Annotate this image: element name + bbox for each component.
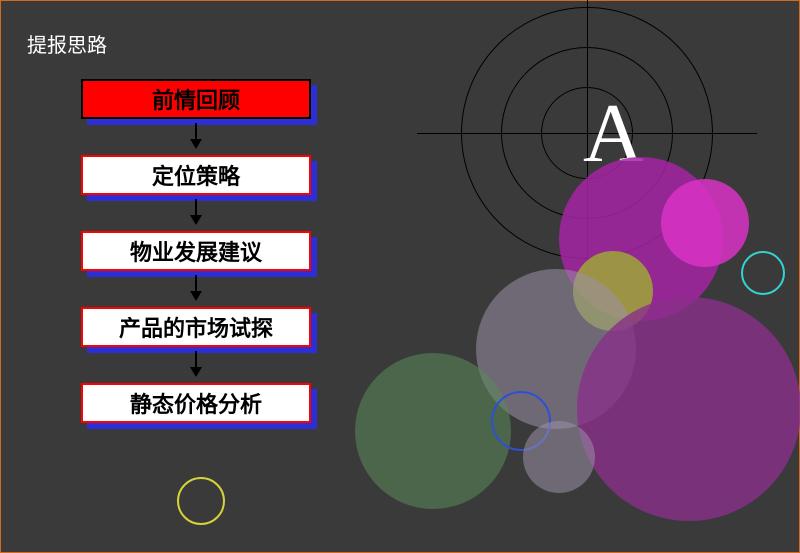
slide-canvas: 提报思路前情回顾定位策略物业发展建议产品的市场试探静态价格分析A (0, 0, 800, 553)
flow-arrow-head (190, 215, 202, 225)
flow-arrow-line (195, 275, 197, 291)
flow-arrow-head (190, 139, 202, 149)
flow-box-3: 产品的市场试探 (81, 307, 311, 347)
flow-box-0: 前情回顾 (81, 79, 311, 119)
slide-title: 提报思路 (27, 29, 107, 58)
flow-arrow-line (195, 351, 197, 367)
flow-box-4: 静态价格分析 (81, 383, 311, 423)
deco-circle-9 (177, 477, 225, 525)
deco-circle-1 (661, 179, 749, 267)
deco-circle-5 (577, 297, 800, 521)
deco-circle-6 (355, 353, 511, 509)
flow-arrow-line (195, 199, 197, 215)
flow-box-2: 物业发展建议 (81, 231, 311, 271)
flow-arrow-line (195, 123, 197, 139)
deco-circle-8 (523, 421, 595, 493)
flow-arrow-head (190, 291, 202, 301)
deco-circle-2 (741, 251, 785, 295)
flow-box-1: 定位策略 (81, 155, 311, 195)
flow-arrow-head (190, 367, 202, 377)
